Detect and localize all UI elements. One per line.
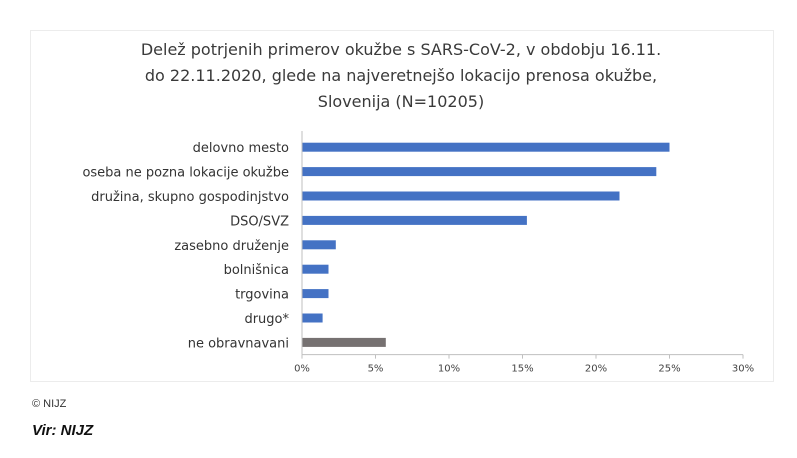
x-tick-label-5: 25%	[658, 364, 680, 375]
category-label-6: trgovina	[235, 288, 289, 303]
bar-6	[302, 289, 329, 299]
category-label-0: delovno mesto	[193, 141, 289, 156]
category-label-8: ne obravnavani	[188, 336, 289, 351]
category-label-4: zasebno druženje	[174, 239, 289, 254]
source-text: Vir: NIJZ	[32, 422, 94, 439]
category-label-1: oseba ne pozna lokacije okužbe	[82, 166, 289, 181]
x-tick-label-0: 0%	[294, 364, 310, 375]
bar-4	[302, 240, 336, 250]
chart-title-line-1: Delež potrjenih primerov okužbe s SARS-C…	[140, 40, 662, 59]
x-tick-label-2: 10%	[438, 364, 460, 375]
x-tick-label-1: 5%	[368, 364, 384, 375]
x-tick-label-4: 20%	[585, 364, 607, 375]
category-label-3: DSO/SVZ	[230, 214, 289, 229]
bar-0	[302, 142, 670, 152]
x-tick-label-3: 15%	[511, 364, 533, 375]
bar-3	[302, 215, 527, 225]
bar-1	[302, 167, 657, 177]
category-label-2: družina, skupno gospodinjstvo	[91, 190, 289, 205]
category-label-7: drugo*	[244, 312, 289, 327]
chart-title-line-2: do 22.11.2020, glede na najveretnejšo lo…	[144, 66, 658, 85]
bar-8	[302, 337, 386, 347]
chart-frame	[30, 30, 774, 382]
bar-5	[302, 264, 329, 274]
bar-7	[302, 313, 323, 323]
chart-title-line-3: Slovenija (N=10205)	[317, 92, 485, 111]
bar-2	[302, 191, 620, 201]
category-label-5: bolnišnica	[224, 263, 289, 278]
copyright-text: © NIJZ	[32, 398, 67, 410]
x-tick-label-6: 30%	[732, 364, 754, 375]
